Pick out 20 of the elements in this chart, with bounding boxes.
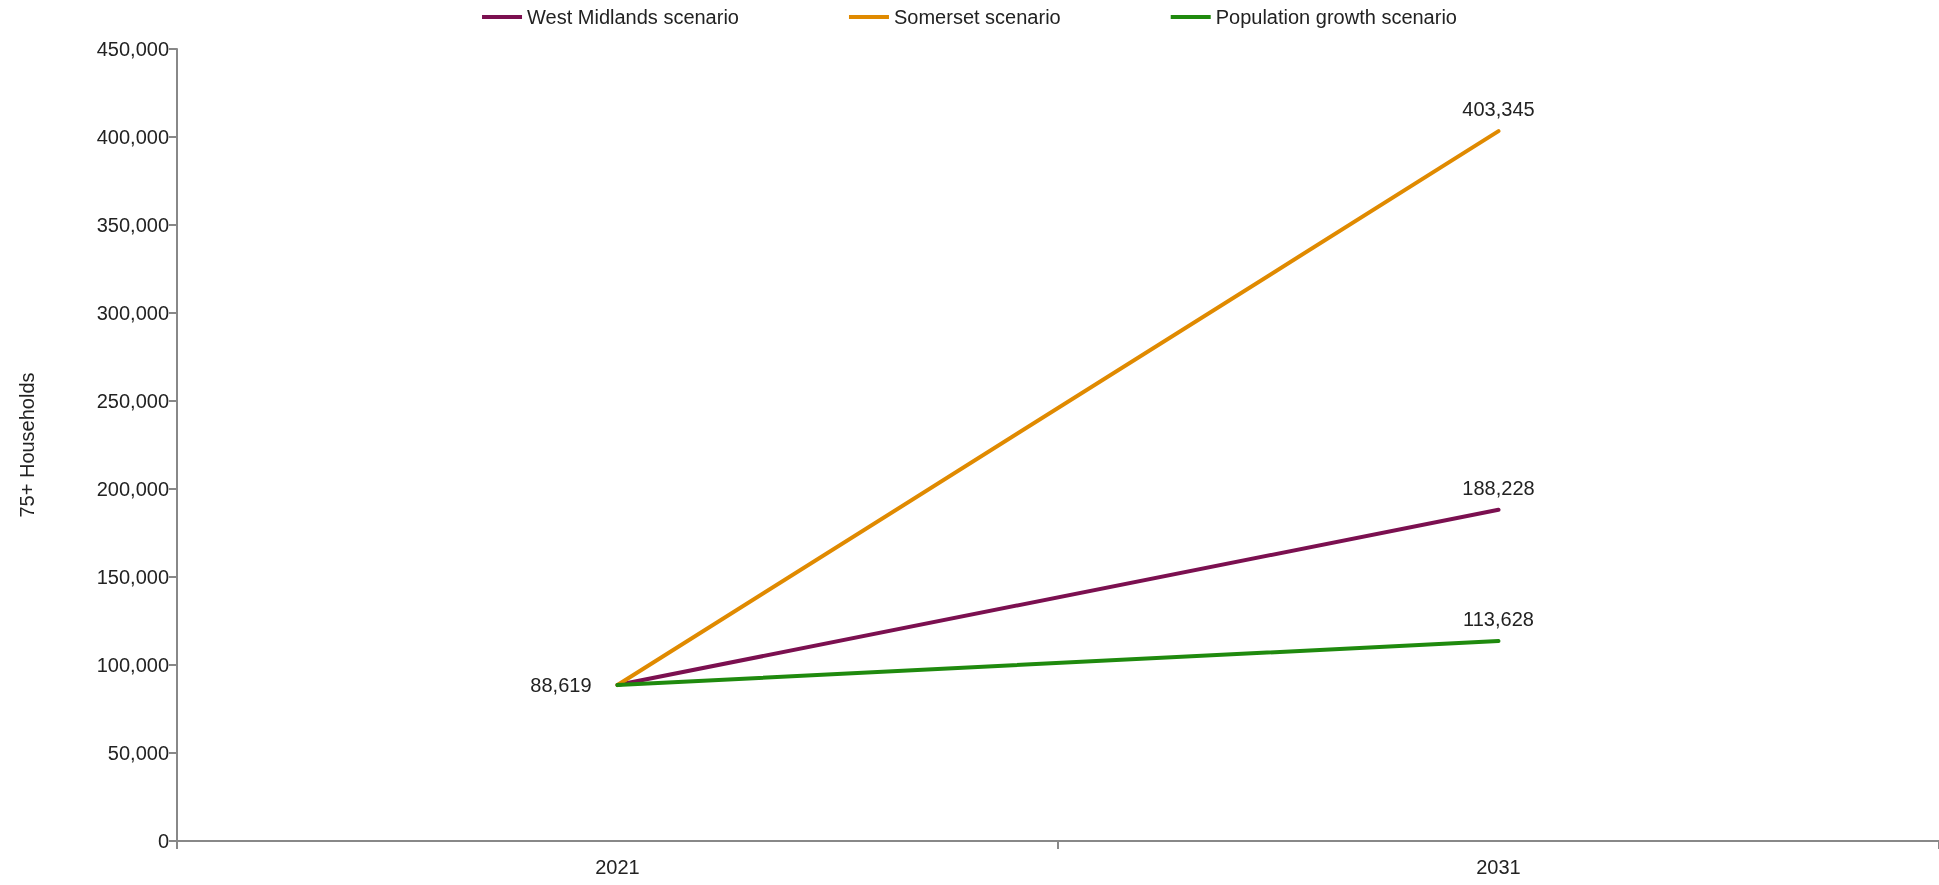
data-label: 188,228 xyxy=(1462,476,1535,499)
legend-label: Population growth scenario xyxy=(1215,6,1457,28)
y-tick-label: 250,000 xyxy=(96,390,169,412)
x-tick-label: 2031 xyxy=(1476,856,1521,878)
legend-label: Somerset scenario xyxy=(893,6,1061,28)
legend-label: West Midlands scenario xyxy=(527,6,739,28)
data-label: 113,628 xyxy=(1463,608,1534,631)
data-label: 88,619 xyxy=(530,674,592,697)
y-tick-label: 150,000 xyxy=(96,566,169,588)
data-label: 403,345 xyxy=(1462,98,1535,121)
y-axis-title: 75+ Households xyxy=(16,372,38,518)
y-tick-label: 0 xyxy=(157,830,169,852)
y-tick-label: 350,000 xyxy=(96,214,169,236)
y-tick-label: 100,000 xyxy=(96,654,169,676)
y-tick-label: 300,000 xyxy=(96,302,169,324)
x-tick-label: 2021 xyxy=(595,856,640,878)
y-tick-label: 200,000 xyxy=(96,478,169,500)
y-tick-label: 50,000 xyxy=(107,742,169,764)
y-tick-label: 450,000 xyxy=(96,38,169,60)
y-tick-label: 400,000 xyxy=(96,126,169,148)
